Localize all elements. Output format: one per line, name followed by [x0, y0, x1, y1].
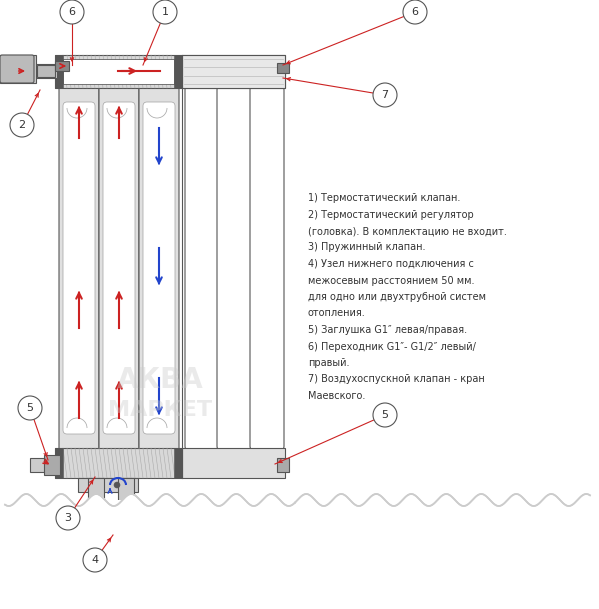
- Circle shape: [60, 0, 84, 24]
- Bar: [5, 64, 57, 78]
- Bar: [182, 55, 285, 88]
- Text: 3) Пружинный клапан.: 3) Пружинный клапан.: [308, 242, 425, 253]
- Bar: [55, 448, 182, 478]
- Bar: [118, 478, 134, 506]
- Bar: [182, 448, 285, 478]
- FancyBboxPatch shape: [0, 55, 34, 83]
- Bar: [55, 61, 69, 71]
- Text: 6: 6: [68, 7, 75, 17]
- Bar: [114, 506, 138, 516]
- Bar: [277, 458, 289, 472]
- Bar: [84, 506, 108, 516]
- Bar: [55, 55, 285, 88]
- Circle shape: [56, 506, 80, 530]
- Text: АКВА: АКВА: [117, 366, 204, 394]
- Text: 50: 50: [105, 512, 117, 522]
- Text: (головка). В комплектацию не входит.: (головка). В комплектацию не входит.: [308, 226, 507, 236]
- Text: 7) Воздухоспускной клапан - кран: 7) Воздухоспускной клапан - кран: [308, 375, 485, 384]
- Bar: [5, 500, 595, 580]
- Bar: [30, 458, 58, 472]
- Text: отопления.: отопления.: [308, 309, 366, 319]
- Text: 3: 3: [65, 513, 71, 523]
- Text: правый.: правый.: [308, 358, 349, 368]
- Circle shape: [153, 0, 177, 24]
- Circle shape: [403, 0, 427, 24]
- Circle shape: [373, 83, 397, 107]
- FancyBboxPatch shape: [143, 102, 175, 434]
- Text: для одно или двухтрубной систем: для одно или двухтрубной систем: [308, 292, 486, 302]
- FancyBboxPatch shape: [139, 84, 179, 452]
- Text: 2: 2: [19, 120, 26, 130]
- FancyBboxPatch shape: [99, 84, 139, 452]
- Bar: [88, 514, 102, 522]
- FancyBboxPatch shape: [59, 84, 99, 452]
- Text: межосевым расстоянием 50 мм.: межосевым расстоянием 50 мм.: [308, 275, 474, 286]
- Text: 5) Заглушка G1″ левая/правая.: 5) Заглушка G1″ левая/правая.: [308, 325, 467, 335]
- Bar: [44, 455, 60, 475]
- Text: 1: 1: [162, 7, 168, 17]
- Bar: [174, 448, 182, 478]
- Text: 4) Узел нижнего подключения с: 4) Узел нижнего подключения с: [308, 259, 474, 269]
- FancyBboxPatch shape: [63, 102, 95, 434]
- FancyBboxPatch shape: [103, 102, 135, 434]
- FancyBboxPatch shape: [185, 85, 219, 451]
- Circle shape: [10, 113, 34, 137]
- Bar: [277, 63, 289, 73]
- Circle shape: [83, 548, 107, 572]
- Text: 7: 7: [382, 90, 389, 100]
- FancyBboxPatch shape: [250, 85, 284, 451]
- Text: 1) Термостатический клапан.: 1) Термостатический клапан.: [308, 193, 461, 203]
- Bar: [63, 59, 174, 84]
- Bar: [55, 55, 63, 88]
- Circle shape: [114, 482, 120, 488]
- Text: 4: 4: [92, 555, 99, 565]
- Text: Маевского.: Маевского.: [308, 391, 365, 401]
- Bar: [0, 55, 36, 83]
- Text: МАРКЕТ: МАРКЕТ: [108, 400, 212, 420]
- Bar: [37, 65, 55, 77]
- Bar: [88, 478, 104, 506]
- Text: 5: 5: [382, 410, 389, 420]
- Bar: [174, 55, 182, 88]
- Text: 5: 5: [26, 403, 34, 413]
- Circle shape: [373, 403, 397, 427]
- Text: 6: 6: [412, 7, 419, 17]
- Bar: [118, 514, 132, 522]
- Bar: [78, 478, 138, 492]
- FancyBboxPatch shape: [217, 85, 251, 451]
- Bar: [55, 448, 63, 478]
- Text: 6) Переходник G1″- G1/2″ левый/: 6) Переходник G1″- G1/2″ левый/: [308, 342, 476, 351]
- Text: 2) Термостатический регулятор: 2) Термостатический регулятор: [308, 209, 474, 219]
- Circle shape: [18, 396, 42, 420]
